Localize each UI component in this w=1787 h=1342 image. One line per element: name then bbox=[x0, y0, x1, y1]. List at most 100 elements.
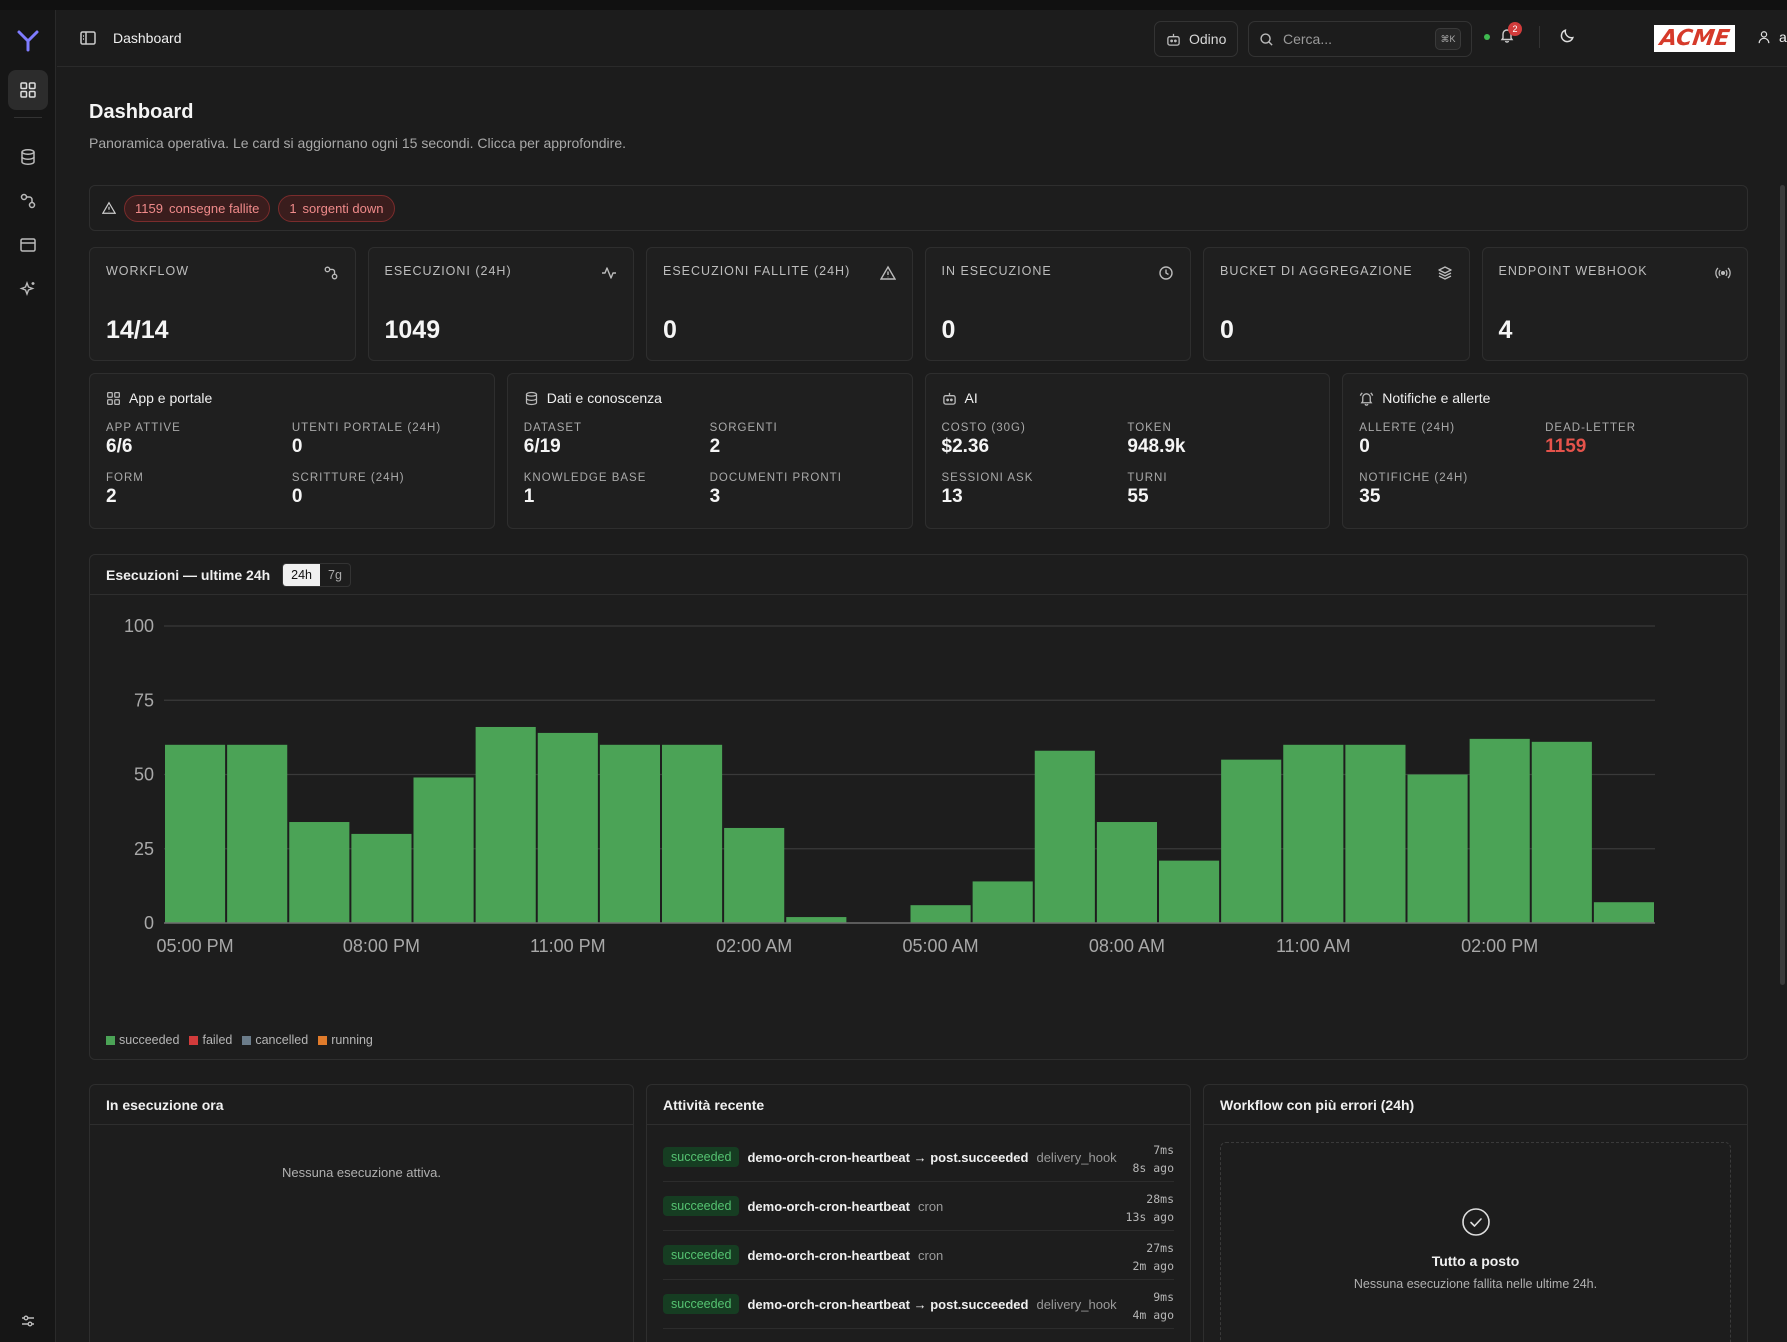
kpi-value: 4 bbox=[1498, 316, 1513, 344]
layers-icon bbox=[1437, 266, 1452, 280]
group-card-ai[interactable]: AI COSTO (30G) $2.36 TOKEN 948.9k SESSIONI… bbox=[924, 373, 1331, 529]
metric-value: 3 bbox=[709, 486, 721, 507]
page-subtitle: Panoramica operativa. Le card si aggiorn… bbox=[89, 135, 626, 151]
metric-label: ALLERTE (24H) bbox=[1359, 422, 1456, 434]
bottom-panels: In esecuzione ora Nessuna esecuzione att… bbox=[89, 1084, 1748, 1342]
header-divider bbox=[1539, 26, 1540, 48]
sidebar-item-settings[interactable] bbox=[8, 1301, 48, 1341]
page-scrollbar[interactable] bbox=[1780, 185, 1785, 985]
metric-label: DEAD-LETTER bbox=[1545, 422, 1636, 434]
workflow-icon bbox=[20, 193, 36, 209]
kpi-card-executions[interactable]: ESECUZIONI (24H) 1049 bbox=[367, 247, 634, 361]
search-shortcut-badge: ⌘K bbox=[1435, 28, 1461, 50]
activity-duration: 28ms bbox=[1146, 1192, 1174, 1206]
kpi-value: 14/14 bbox=[106, 316, 169, 344]
metric-label: FORM bbox=[106, 472, 144, 484]
bar-succeeded bbox=[227, 744, 288, 923]
x-tick-label: 08:00 AM bbox=[1089, 936, 1165, 956]
sidebar-rail bbox=[0, 10, 56, 1342]
activity-timing: 7ms 8s ago bbox=[1132, 1141, 1174, 1177]
status-badge: succeeded bbox=[663, 1196, 740, 1216]
app-logo-icon[interactable] bbox=[14, 26, 42, 54]
panel-title: Attività recente bbox=[647, 1085, 1190, 1125]
activity-row[interactable]: succeeded demo-orch-cron-heartbeat cron … bbox=[663, 1231, 1174, 1280]
user-icon bbox=[1758, 31, 1770, 44]
metric-value: $2.36 bbox=[941, 436, 990, 457]
status-badge: succeeded bbox=[663, 1245, 740, 1265]
group-card-notifications[interactable]: Notifiche e allerte ALLERTE (24H) 0 DEAD-… bbox=[1342, 373, 1748, 529]
panel-title: Workflow con più errori (24h) bbox=[1204, 1085, 1747, 1125]
search-icon bbox=[1260, 32, 1273, 46]
bar-succeeded bbox=[1034, 750, 1095, 923]
kpi-row: WORKFLOW 14/14 ESECUZIONI (24H) 1049 ESE… bbox=[89, 247, 1748, 361]
range-option-7g[interactable]: 7g bbox=[328, 567, 342, 582]
sidebar-item-workflows[interactable] bbox=[8, 181, 48, 221]
sliders-icon bbox=[22, 1315, 34, 1327]
kpi-label: WORKFLOW bbox=[106, 264, 189, 278]
warning-icon bbox=[879, 265, 896, 280]
activity-name: demo-orch-cron-heartbeat bbox=[747, 1247, 910, 1263]
search-input[interactable]: Cerca... ⌘K bbox=[1248, 21, 1472, 57]
metric-cell: KNOWLEDGE BASE 1 bbox=[524, 472, 710, 508]
metric-cell: COSTO (30G) $2.36 bbox=[942, 422, 1128, 458]
sidebar-item-ai[interactable] bbox=[8, 269, 48, 309]
user-menu[interactable]: admin bbox=[1757, 29, 1787, 45]
alert-count: 1159 bbox=[135, 200, 163, 216]
metric-value: 2 bbox=[106, 486, 117, 507]
sidebar-item-data[interactable] bbox=[8, 137, 48, 177]
x-tick-label: 11:00 PM bbox=[530, 936, 606, 956]
y-tick-label: 25 bbox=[134, 839, 154, 859]
page-title: Dashboard bbox=[89, 101, 194, 123]
metric-label: TOKEN bbox=[1127, 422, 1172, 434]
search-placeholder: Cerca... bbox=[1283, 31, 1333, 47]
group-title: AI bbox=[964, 390, 978, 406]
kpi-card-workflow[interactable]: WORKFLOW 14/14 bbox=[89, 247, 356, 361]
legend-item-running[interactable]: running bbox=[318, 1033, 373, 1047]
odino-button[interactable]: Odino bbox=[1154, 21, 1239, 57]
kpi-card-failed-executions[interactable]: ESECUZIONI FALLITE (24H) 0 bbox=[646, 247, 913, 361]
bar-succeeded bbox=[599, 744, 660, 923]
metric-value: 2 bbox=[709, 436, 721, 457]
activity-row[interactable]: succeeded demo-orch-cron-heartbeat → pos… bbox=[663, 1133, 1174, 1182]
y-tick-label: 100 bbox=[124, 616, 154, 636]
sidebar-toggle-icon[interactable] bbox=[79, 29, 97, 47]
status-online-dot bbox=[1484, 34, 1490, 40]
group-card-apps[interactable]: App e portale APP ATTIVE 6/6 UTENTI PORTA… bbox=[89, 373, 495, 529]
legend-item-succeeded[interactable]: succeeded bbox=[106, 1033, 179, 1047]
brand-logo-text: ACME bbox=[1658, 26, 1731, 51]
metric-value: 35 bbox=[1359, 486, 1381, 507]
status-badge: succeeded bbox=[663, 1294, 740, 1314]
activity-timing: 28ms 13s ago bbox=[1126, 1190, 1174, 1226]
notifications-button[interactable]: 2 bbox=[1499, 22, 1522, 47]
metric-label: SESSIONI ASK bbox=[941, 472, 1034, 484]
warning-icon bbox=[102, 201, 116, 214]
alert-pill-failed-deliveries[interactable]: 1159 consegne fallite bbox=[124, 194, 271, 222]
metric-cell: DOCUMENTI PRONTI 3 bbox=[710, 472, 896, 508]
metric-value: 1 bbox=[523, 486, 535, 507]
kpi-card-running[interactable]: IN ESECUZIONE 0 bbox=[924, 247, 1191, 361]
group-card-data[interactable]: Dati e conoscenza DATASET 6/19 SORGENTI 2 … bbox=[506, 373, 913, 529]
kpi-label: BUCKET DI AGGREGAZIONE bbox=[1220, 264, 1413, 278]
activity-row[interactable]: succeeded demo-orch-cron-heartbeat → pos… bbox=[663, 1280, 1174, 1329]
sidebar-item-apps[interactable] bbox=[8, 225, 48, 265]
executions-bar-chart: 0 25 50 75 100 05:00 PM 08:00 PM 11:00 PM 02:00 … bbox=[124, 616, 1655, 956]
activity-icon bbox=[602, 267, 616, 279]
alert-pill-sources-down[interactable]: 1 sorgenti down bbox=[278, 194, 395, 222]
activity-row[interactable]: succeeded demo-orch-cron-heartbeat cron … bbox=[663, 1182, 1174, 1231]
metric-cell: APP ATTIVE 6/6 bbox=[106, 422, 292, 458]
sidebar-item-dashboard[interactable] bbox=[8, 70, 48, 110]
activity-ago: 8s ago bbox=[1132, 1161, 1174, 1175]
metric-value: 0 bbox=[291, 436, 303, 457]
kpi-card-aggregation-buckets[interactable]: BUCKET DI AGGREGAZIONE 0 bbox=[1203, 247, 1470, 361]
legend-item-cancelled[interactable]: cancelled bbox=[242, 1033, 308, 1047]
activity-trigger: delivery_hook bbox=[1036, 1149, 1117, 1165]
alert-bar: 1159 consegne fallite 1 sorgenti down bbox=[89, 185, 1748, 231]
metric-label: UTENTI PORTALE (24H) bbox=[291, 422, 442, 434]
alert-count: 1 bbox=[289, 200, 297, 216]
moon-icon[interactable] bbox=[1559, 27, 1576, 44]
range-option-24h[interactable]: 24h bbox=[283, 563, 321, 586]
kpi-value: 1049 bbox=[384, 316, 441, 344]
kpi-card-webhook-endpoints[interactable]: ENDPOINT WEBHOOK 4 bbox=[1481, 247, 1748, 361]
bar-succeeded bbox=[910, 905, 971, 923]
legend-item-failed[interactable]: failed bbox=[189, 1033, 232, 1047]
